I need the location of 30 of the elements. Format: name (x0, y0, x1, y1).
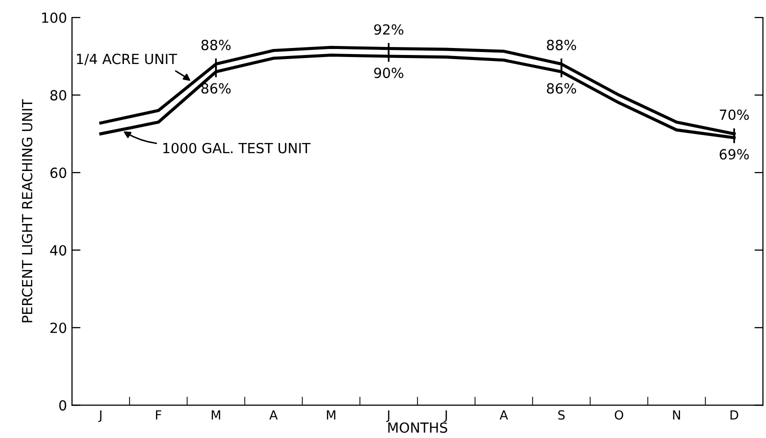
x-tick-label: J (444, 410, 447, 422)
y-tick-label: 0 (59, 400, 66, 411)
x-tick-label: M (326, 410, 336, 420)
x-tick-label: N (673, 410, 680, 420)
data-label: 88% (201, 40, 231, 50)
y-tick-label: 80 (50, 90, 66, 101)
data-label: 69% (720, 149, 749, 160)
y-tick-label: 60 (50, 168, 66, 178)
x-tick-label: J (386, 410, 390, 422)
y-tick-label: 20 (50, 322, 66, 334)
x-tick-label: O (614, 410, 624, 420)
data-label: 88% (546, 40, 576, 50)
series-label: 1000 GAL. TEST UNIT (163, 142, 311, 154)
x-axis-title: MONTHS (388, 422, 448, 433)
series-label: 1/4 ACRE UNIT (76, 54, 178, 66)
y-tick-label: 100 (42, 12, 66, 23)
x-tick-label: A (500, 410, 508, 420)
x-tick-label: F (156, 410, 162, 420)
data-label: 70% (720, 110, 749, 120)
x-tick-label: A (269, 410, 278, 420)
x-tick-label: D (730, 410, 738, 420)
x-tick-label: S (558, 410, 565, 420)
data-label: 86% (546, 83, 576, 94)
data-label: 92% (374, 24, 404, 35)
x-tick-label: M (212, 410, 220, 420)
y-axis-title: PERCENT LIGHT REACHING UNIT (22, 99, 32, 322)
y-tick-label: 40 (50, 245, 66, 256)
data-label: 86% (201, 83, 231, 94)
x-tick-label: J (98, 410, 102, 422)
data-label: 90% (374, 68, 404, 78)
